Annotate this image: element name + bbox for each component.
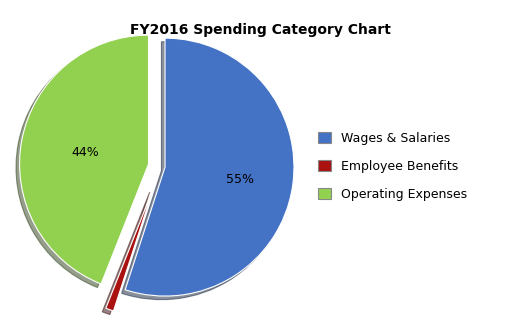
Legend: Wages & Salaries, Employee Benefits, Operating Expenses: Wages & Salaries, Employee Benefits, Ope… bbox=[318, 132, 467, 201]
Text: FY2016 Spending Category Chart: FY2016 Spending Category Chart bbox=[129, 23, 391, 37]
Wedge shape bbox=[106, 188, 153, 311]
Text: 44%: 44% bbox=[71, 146, 99, 159]
Text: 55%: 55% bbox=[226, 172, 254, 185]
Wedge shape bbox=[125, 38, 294, 296]
Wedge shape bbox=[20, 35, 149, 284]
